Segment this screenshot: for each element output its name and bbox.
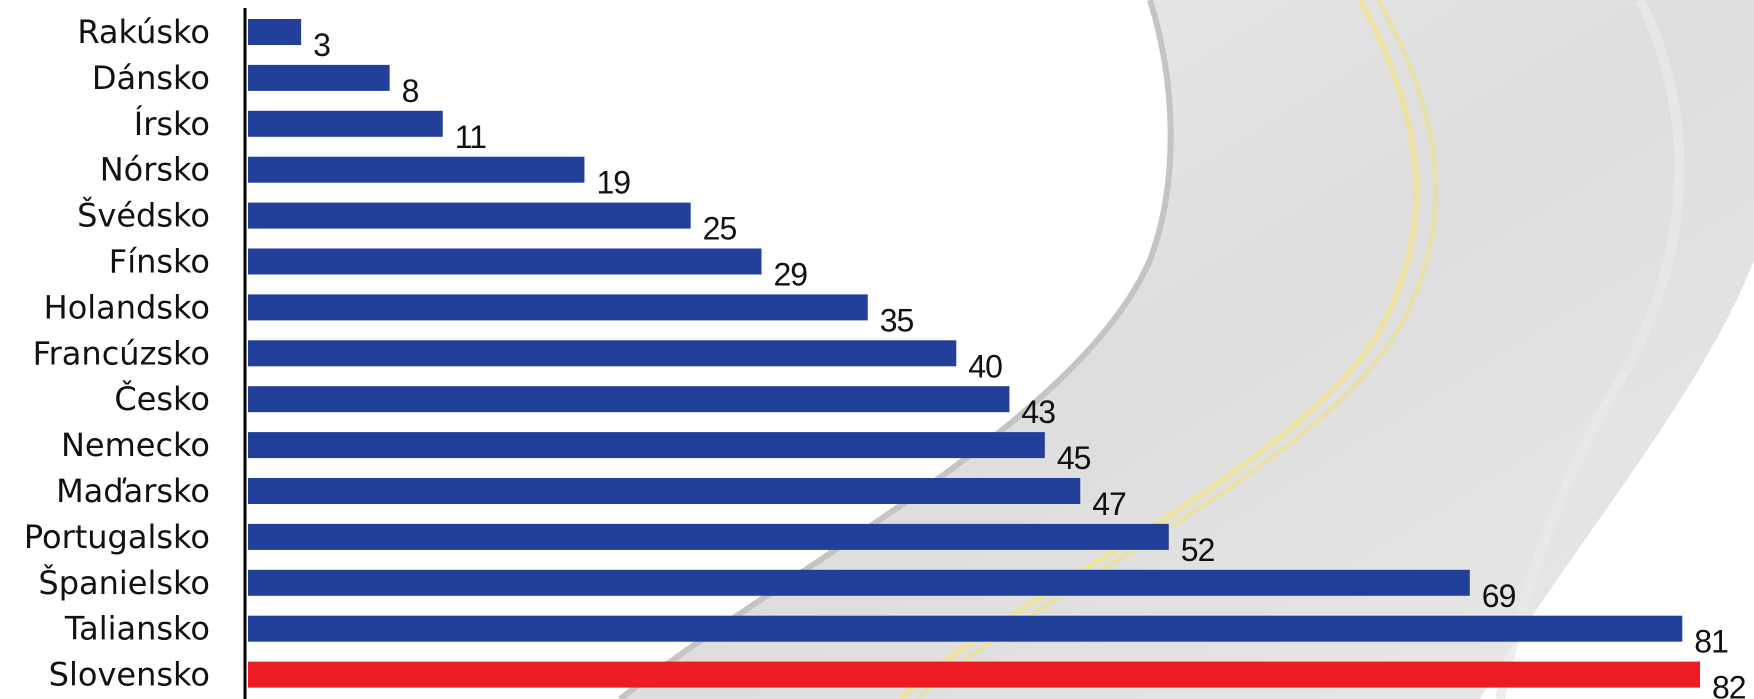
value-label-nemecko: 45: [1057, 440, 1091, 476]
value-label-slovensko: 82: [1712, 670, 1746, 699]
bar-svedsko: [248, 202, 691, 229]
value-label-holandsko: 35: [880, 302, 914, 338]
category-label-svedsko: Švédsko: [77, 196, 210, 235]
bar-finsko: [248, 248, 762, 275]
value-label-irsko: 11: [455, 119, 486, 155]
road-edge-right: [1495, 0, 1685, 699]
road-center-line: [897, 0, 1420, 699]
bar-madarsko: [248, 478, 1081, 504]
category-label-irsko: Írsko: [134, 105, 210, 143]
category-label-cesko: Česko: [114, 379, 210, 418]
value-label-madarsko: 47: [1092, 486, 1126, 522]
value-label-norsko: 19: [596, 165, 630, 201]
bars-group: [248, 19, 1700, 688]
category-label-finsko: Fínsko: [109, 243, 210, 281]
road-center-line-2: [916, 0, 1439, 699]
bar-cesko: [248, 386, 1010, 413]
bar-irsko: [248, 110, 443, 137]
category-label-francuzsko: Francúzsko: [33, 334, 210, 372]
value-label-cesko: 43: [1021, 394, 1055, 430]
value-label-taliansko: 81: [1694, 624, 1728, 660]
value-label-portugalsko: 52: [1181, 532, 1215, 568]
value-label-finsko: 29: [774, 257, 808, 293]
category-label-holandsko: Holandsko: [44, 288, 210, 326]
value-label-rakusko: 3: [313, 27, 330, 63]
category-label-portugalsko: Portugalsko: [24, 518, 210, 556]
category-labels: Rakúsko Dánsko Írsko Nórsko Švédsko Fínsko Hol…: [24, 13, 210, 694]
value-label-svedsko: 25: [703, 211, 737, 247]
category-label-slovensko: Slovensko: [49, 656, 210, 694]
category-label-nemecko: Nemecko: [61, 426, 210, 464]
category-label-spanielsko: Španielsko: [38, 563, 210, 602]
bar-nemecko: [248, 432, 1045, 459]
category-label-rakusko: Rakúsko: [77, 13, 210, 51]
bar-rakusko: [248, 19, 302, 45]
bar-slovensko: [248, 661, 1700, 688]
category-label-madarsko: Maďarsko: [56, 472, 210, 510]
category-label-norsko: Nórsko: [100, 151, 210, 189]
value-label-spanielsko: 69: [1482, 578, 1516, 614]
value-label-francuzsko: 40: [968, 348, 1002, 384]
bar-holandsko: [248, 294, 868, 321]
value-label-dansko: 8: [402, 73, 419, 109]
bar-norsko: [248, 156, 585, 183]
bar-portugalsko: [248, 523, 1169, 550]
bar-francuzsko: [248, 340, 957, 367]
bar-spanielsko: [248, 569, 1470, 596]
category-label-dansko: Dánsko: [92, 59, 210, 97]
bar-taliansko: [248, 615, 1683, 642]
bar-dansko: [248, 64, 390, 91]
category-label-taliansko: Taliansko: [64, 610, 210, 648]
